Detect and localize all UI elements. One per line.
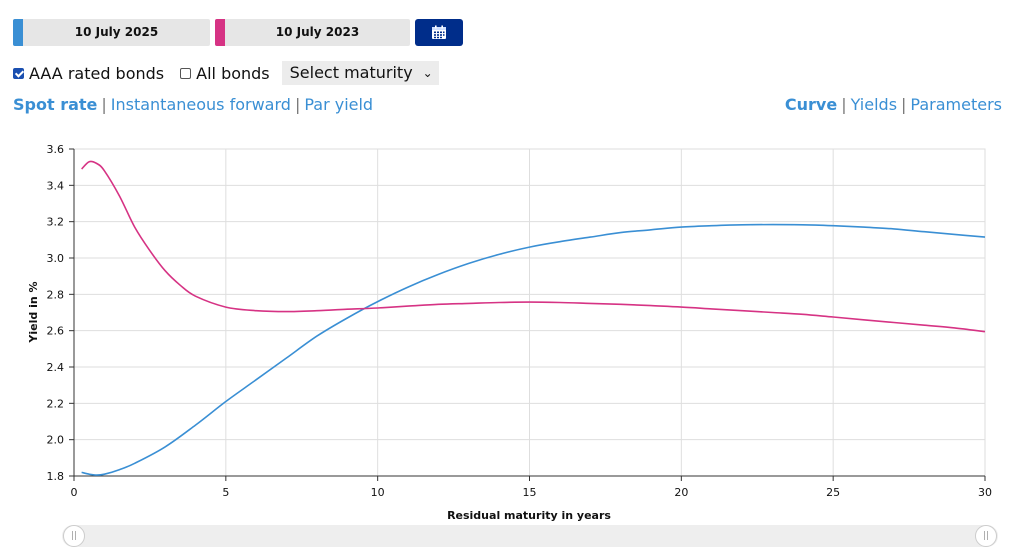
tab-separator: |: [901, 95, 907, 114]
aaa-label[interactable]: AAA rated bonds: [29, 63, 165, 83]
x-tick-label: 0: [71, 486, 78, 499]
tab-separator: |: [841, 95, 847, 114]
tab-spot-rate[interactable]: Spot rate: [13, 95, 98, 114]
x-tick-label: 20: [674, 486, 688, 499]
tab-curve[interactable]: Curve: [784, 95, 838, 114]
maturity-select[interactable]: Select maturity ⌄: [281, 61, 439, 85]
filter-row: AAA rated bonds All bonds Select maturit…: [13, 61, 439, 85]
y-tick-label: 2.4: [47, 361, 65, 374]
tab-yields[interactable]: Yields: [850, 95, 898, 114]
x-axis-label: Residual maturity in years: [447, 509, 611, 522]
maturity-range-slider[interactable]: || ||: [62, 525, 998, 547]
y-tick-label: 2.6: [47, 325, 65, 338]
series-line-2: [81, 160, 986, 333]
date-picker-2-accent: [215, 19, 225, 46]
y-tick-label: 3.6: [47, 143, 65, 156]
calendar-icon: [432, 25, 446, 39]
view-tabs: Curve | Yields | Parameters: [785, 95, 1002, 114]
rate-type-tabs: Spot rate | Instantaneous forward | Par yiel…: [13, 95, 373, 114]
slider-handle-right[interactable]: ||: [975, 525, 997, 547]
y-tick-label: 3.4: [47, 179, 65, 192]
date-picker-2-label: 10 July 2023: [275, 25, 360, 39]
x-tick-label: 30: [978, 486, 992, 499]
y-tick-label: 2.0: [47, 434, 65, 447]
calendar-button[interactable]: [415, 19, 463, 46]
chevron-down-icon: ⌄: [422, 66, 433, 80]
slider-handle-left[interactable]: ||: [63, 525, 85, 547]
y-axis-label: Yield in %: [27, 281, 40, 343]
y-tick-label: 1.8: [47, 470, 65, 483]
x-tick-label: 10: [371, 486, 385, 499]
x-tick-label: 25: [826, 486, 840, 499]
y-tick-label: 2.2: [47, 397, 65, 410]
date-picker-2[interactable]: 10 July 2023: [215, 19, 410, 46]
series-line-1: [81, 223, 986, 476]
maturity-select-value: Select maturity: [289, 63, 413, 82]
date-picker-1-accent: [13, 19, 23, 46]
x-tick-label: 15: [523, 486, 537, 499]
all-bonds-label[interactable]: All bonds: [196, 63, 270, 83]
tab-separator: |: [294, 95, 301, 114]
date-picker-1-label: 10 July 2025: [74, 25, 159, 39]
tab-par-yield[interactable]: Par yield: [304, 95, 374, 114]
tab-parameters[interactable]: Parameters: [910, 95, 1002, 114]
x-tick-label: 5: [222, 486, 229, 499]
tab-instantaneous-forward[interactable]: Instantaneous forward: [110, 95, 291, 114]
y-tick-label: 3.2: [47, 216, 65, 229]
y-tick-label: 2.8: [47, 288, 65, 301]
y-tick-label: 3.0: [47, 252, 65, 265]
aaa-checkbox[interactable]: [13, 67, 24, 79]
all-bonds-checkbox[interactable]: [180, 67, 192, 79]
date-picker-1[interactable]: 10 July 2025: [13, 19, 210, 46]
tab-separator: |: [101, 95, 107, 114]
plot-frame: [73, 148, 986, 477]
